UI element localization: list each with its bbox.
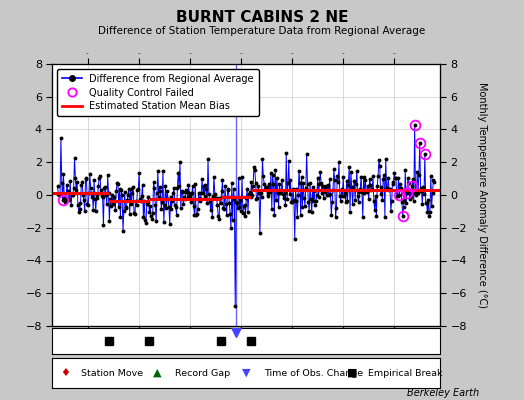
Text: Time of Obs. Change: Time of Obs. Change <box>264 368 363 378</box>
Text: ■: ■ <box>347 368 357 378</box>
Text: Station Move: Station Move <box>82 368 144 378</box>
Text: Berkeley Earth: Berkeley Earth <box>407 388 479 398</box>
Text: Difference of Station Temperature Data from Regional Average: Difference of Station Temperature Data f… <box>99 26 425 36</box>
Text: ▲: ▲ <box>153 368 162 378</box>
Text: Empirical Break: Empirical Break <box>368 368 443 378</box>
Text: ▼: ▼ <box>243 368 251 378</box>
Y-axis label: Monthly Temperature Anomaly Difference (°C): Monthly Temperature Anomaly Difference (… <box>476 82 486 308</box>
Legend: Difference from Regional Average, Quality Control Failed, Estimated Station Mean: Difference from Regional Average, Qualit… <box>57 69 259 116</box>
Text: ♦: ♦ <box>60 368 70 378</box>
Text: BURNT CABINS 2 NE: BURNT CABINS 2 NE <box>176 10 348 25</box>
Text: Record Gap: Record Gap <box>174 368 230 378</box>
